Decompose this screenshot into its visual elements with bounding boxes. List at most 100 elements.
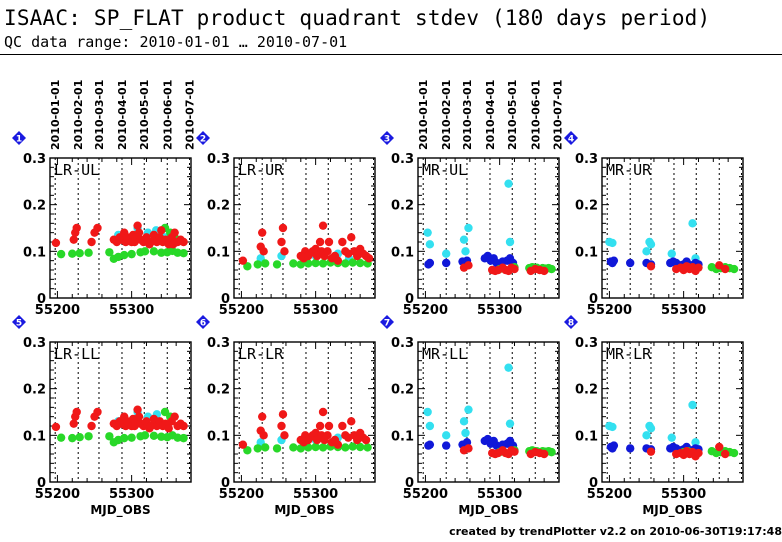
panel-number: 3 bbox=[384, 135, 390, 145]
data-point bbox=[170, 228, 179, 237]
data-point bbox=[729, 448, 739, 458]
data-point bbox=[464, 405, 473, 414]
data-point bbox=[547, 447, 556, 457]
data-point bbox=[318, 259, 328, 268]
panel-number: 8 bbox=[568, 319, 574, 329]
data-point bbox=[461, 247, 470, 256]
data-point bbox=[333, 256, 343, 265]
data-point bbox=[691, 438, 700, 447]
data-point bbox=[140, 247, 150, 256]
data-point bbox=[338, 421, 347, 431]
data-point bbox=[253, 260, 262, 269]
data-point bbox=[164, 424, 173, 433]
panel-number: 4 bbox=[568, 135, 574, 145]
data-point bbox=[272, 444, 282, 453]
data-point bbox=[341, 259, 350, 268]
x-tick-label: 55200 bbox=[35, 487, 80, 502]
panel-label: LR-UL bbox=[54, 161, 99, 179]
y-tick-label: 0.2 bbox=[207, 199, 230, 214]
date-label: 2010-04-01 bbox=[116, 80, 129, 150]
y-tick-label: 0.2 bbox=[207, 383, 230, 398]
data-point bbox=[289, 443, 298, 452]
data-point bbox=[75, 433, 84, 442]
data-point bbox=[68, 433, 77, 443]
data-point bbox=[84, 248, 93, 257]
data-point bbox=[646, 240, 656, 249]
y-tick-label: 0 bbox=[589, 292, 598, 307]
data-point bbox=[93, 407, 102, 417]
panel-number: 1 bbox=[16, 135, 22, 145]
panel-number-badge bbox=[380, 315, 394, 329]
data-point bbox=[347, 233, 356, 242]
data-point bbox=[363, 443, 372, 452]
page-title: ISAAC: SP_FLAT product quadrant stdev (1… bbox=[4, 6, 711, 30]
x-tick-label: 55200 bbox=[403, 303, 448, 318]
data-point bbox=[694, 448, 703, 458]
data-point bbox=[179, 237, 188, 247]
data-point bbox=[539, 266, 549, 276]
data-point bbox=[323, 247, 332, 256]
data-point bbox=[120, 250, 129, 260]
data-point bbox=[238, 440, 248, 449]
date-label: 2010-05-01 bbox=[506, 80, 519, 150]
data-point bbox=[626, 444, 635, 453]
date-label: 2010-05-01 bbox=[138, 80, 151, 150]
data-point bbox=[72, 223, 81, 233]
date-label: 2010-07-01 bbox=[552, 80, 565, 150]
data-point bbox=[68, 249, 77, 258]
data-point bbox=[609, 441, 619, 450]
data-point bbox=[355, 442, 365, 452]
panel-number-badge bbox=[12, 131, 26, 145]
data-point bbox=[93, 223, 102, 233]
data-point bbox=[84, 432, 93, 441]
y-tick-label: 0.3 bbox=[391, 336, 414, 351]
panel-label: MR-LL bbox=[422, 345, 467, 363]
chart-panel-3: 0 0.1 0.2 0.3 55200 55300 MR-UL 3 2010-01-01 2010… bbox=[380, 80, 565, 318]
y-tick-label: 0.3 bbox=[391, 152, 414, 167]
data-point bbox=[464, 444, 473, 453]
data-point bbox=[51, 238, 61, 248]
date-label: 2010-04-01 bbox=[484, 80, 497, 150]
data-point bbox=[442, 441, 451, 450]
plot-frame bbox=[417, 157, 560, 299]
chart-panel-8: 0 0.1 0.2 0.3 55200 55300 MR-LR 8 MJD_OBS bbox=[564, 315, 744, 518]
chart-panel-7: 0 0.1 0.2 0.3 55200 55300 MR-LL 7 MJD_OBS bbox=[380, 315, 560, 518]
data-point bbox=[127, 249, 136, 259]
y-tick-label: 0 bbox=[221, 476, 230, 491]
y-tick-label: 0.3 bbox=[23, 152, 46, 167]
y-tick-label: 0.3 bbox=[23, 336, 46, 351]
data-point bbox=[259, 247, 268, 256]
data-point bbox=[318, 443, 328, 452]
chart-panel-4: 0 0.1 0.2 0.3 55200 55300 MR-UR 4 bbox=[564, 131, 744, 318]
date-label: 2010-06-01 bbox=[161, 80, 174, 150]
data-point bbox=[355, 258, 365, 268]
data-point bbox=[608, 238, 617, 248]
data-point bbox=[120, 433, 129, 443]
data-point bbox=[146, 421, 156, 431]
data-point bbox=[646, 424, 656, 433]
panel-label: LR-UR bbox=[238, 161, 284, 179]
data-point bbox=[505, 237, 515, 247]
data-point bbox=[56, 433, 66, 442]
y-tick-label: 0.1 bbox=[575, 429, 598, 444]
panel-number-badge bbox=[380, 131, 394, 145]
y-tick-label: 0 bbox=[37, 476, 46, 491]
y-tick-label: 0.1 bbox=[23, 245, 46, 260]
title-divider bbox=[0, 54, 782, 55]
data-point bbox=[278, 410, 288, 419]
data-point bbox=[459, 417, 469, 426]
page-subtitle: QC data range: 2010-01-01 … 2010-07-01 bbox=[4, 33, 348, 51]
data-point bbox=[626, 258, 635, 268]
data-point bbox=[157, 226, 166, 235]
x-tick-label: 55300 bbox=[477, 487, 522, 502]
panel-number-badge bbox=[564, 131, 578, 145]
x-axis-label: MJD_OBS bbox=[274, 503, 334, 518]
data-point bbox=[364, 254, 374, 263]
data-point bbox=[72, 407, 81, 417]
y-tick-label: 0.1 bbox=[575, 245, 598, 260]
x-axis-label: MJD_OBS bbox=[458, 503, 518, 518]
chart-panel-6: 0 0.1 0.2 0.3 55200 55300 LR-LR 6 MJD_OBS bbox=[196, 315, 376, 518]
data-point bbox=[311, 442, 320, 452]
date-label: 2010-03-01 bbox=[461, 80, 474, 150]
y-tick-label: 0.3 bbox=[207, 336, 230, 351]
